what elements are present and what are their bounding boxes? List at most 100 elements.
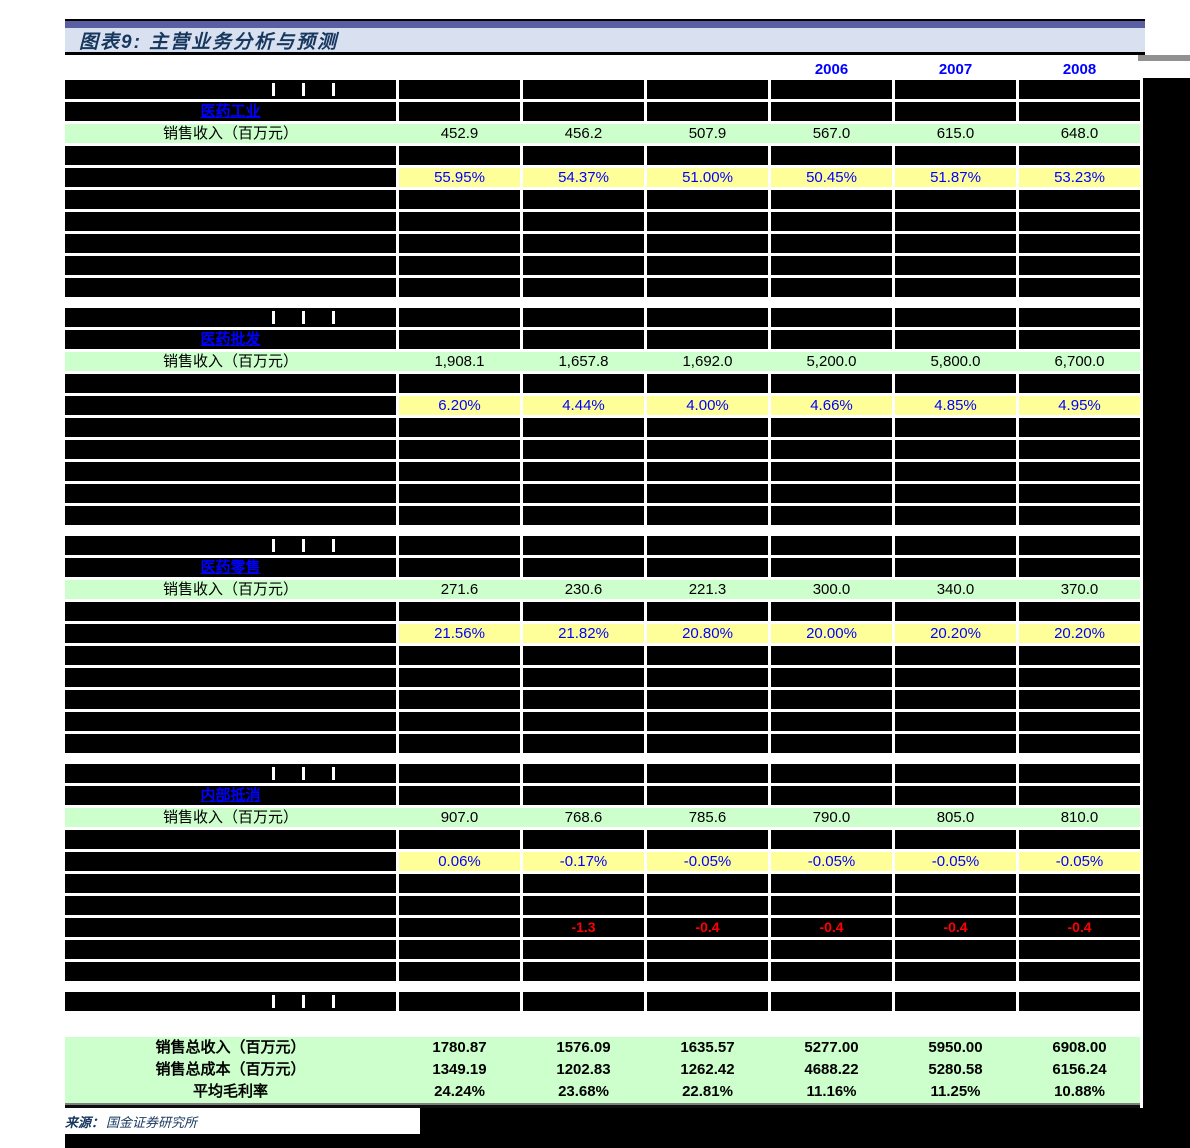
- table-row-title: 医药批发: [65, 330, 1140, 349]
- section-link[interactable]: 内部抵消: [200, 787, 261, 804]
- black-cell: [523, 234, 644, 253]
- source-label: 来源：: [65, 1114, 105, 1130]
- black-cell: [895, 558, 1016, 577]
- black-cell: [647, 712, 768, 731]
- black-cell: [399, 418, 520, 437]
- pct-value: 4.95%: [1019, 396, 1140, 415]
- black-cell: [771, 212, 892, 231]
- black-cell: [1019, 646, 1140, 665]
- black-cell: [647, 330, 768, 349]
- black-cell: [895, 536, 1016, 555]
- revenue-value: 1,692.0: [682, 353, 733, 370]
- pct-value: 4.44%: [523, 396, 644, 415]
- revenue-label: 销售收入（百万元）: [162, 125, 298, 142]
- pct-value: -0.05%: [647, 852, 768, 871]
- table-row-black: [65, 602, 1140, 621]
- row-label-cell: [65, 506, 396, 525]
- table-row-yellow: 55.95% 54.37% 51.00% 50.45% 51.87% 53.23%: [65, 168, 1140, 187]
- pct-value: 20.80%: [647, 624, 768, 643]
- revenue-value: 5,800.0: [930, 353, 981, 370]
- revenue-value: 5,200.0: [806, 353, 857, 370]
- table-row-black: [65, 874, 1140, 893]
- black-cell: [523, 506, 644, 525]
- black-cell: [1019, 484, 1140, 503]
- black-cell: [1019, 830, 1140, 849]
- black-cell: [771, 462, 892, 481]
- black-cell: [647, 874, 768, 893]
- tick-mark: [272, 995, 275, 1008]
- black-cell: [895, 896, 1016, 915]
- black-cell: [647, 462, 768, 481]
- section-link[interactable]: 医药批发: [200, 331, 261, 348]
- table-row-green: 销售收入（百万元） 271.6 230.6 221.3 300.0 340.0 370.0: [65, 580, 1140, 599]
- table-row-ticks: [65, 80, 1140, 99]
- table-row-black: [65, 940, 1140, 959]
- black-cell: [399, 830, 520, 849]
- revenue-value: 300.0: [812, 581, 851, 598]
- revenue-value: 456.2: [564, 125, 603, 142]
- black-cell: [399, 646, 520, 665]
- black-cell: [647, 308, 768, 327]
- revenue-value: 810.0: [1060, 809, 1099, 826]
- black-cell: [399, 506, 520, 525]
- row-label-cell: [65, 602, 396, 621]
- black-cell: [895, 374, 1016, 393]
- black-cell: [895, 786, 1016, 805]
- black-cell: [1019, 690, 1140, 709]
- black-cell: [647, 234, 768, 253]
- revenue-value: 805.0: [936, 809, 975, 826]
- black-cell: [771, 712, 892, 731]
- black-cell: [647, 374, 768, 393]
- section-link[interactable]: 医药零售: [200, 559, 261, 576]
- black-cell: [1019, 102, 1140, 121]
- years-spacer: [65, 61, 396, 78]
- row-label-cell: [65, 940, 396, 959]
- black-cell: [895, 764, 1016, 783]
- table-row-ticks: [65, 536, 1140, 555]
- year-col-blank: [647, 61, 768, 78]
- pct-value: 54.37%: [523, 168, 644, 187]
- source-note: 来源： 国金证券研究所: [65, 1108, 197, 1134]
- black-cell: [523, 896, 644, 915]
- black-cell: [647, 786, 768, 805]
- revenue-value: 452.9: [440, 125, 479, 142]
- tick-mark: [272, 83, 275, 96]
- table-row-black: [65, 462, 1140, 481]
- tick-mark: [332, 767, 335, 780]
- table-row-black: [65, 256, 1140, 275]
- revenue-value: 567.0: [812, 125, 851, 142]
- black-cell: [771, 690, 892, 709]
- row-label-cell: [65, 484, 396, 503]
- totals-value: 5950.00: [928, 1039, 983, 1056]
- black-cell: [895, 506, 1016, 525]
- black-cell: [771, 308, 892, 327]
- table-row-black: [65, 278, 1140, 297]
- table-row-green: 销售收入（百万元） 907.0 768.6 785.6 790.0 805.0 810.0: [65, 808, 1140, 827]
- black-cell: [895, 940, 1016, 959]
- section-link[interactable]: 医药工业: [200, 103, 261, 120]
- row-label-cell: [65, 646, 396, 665]
- black-cell: [399, 558, 520, 577]
- years-header-row: 2006 2007 2008: [65, 61, 1140, 78]
- totals-value: 11.25%: [930, 1083, 981, 1100]
- cutoff-column-bar: [1143, 78, 1190, 1148]
- table-row-title: 医药工业: [65, 102, 1140, 121]
- black-cell: [523, 764, 644, 783]
- black-cell: [1019, 330, 1140, 349]
- row-label-cell: [65, 396, 396, 415]
- black-cell: [895, 256, 1016, 275]
- totals-label: 平均毛利率: [192, 1083, 268, 1100]
- black-cell: [1019, 418, 1140, 437]
- table-row-black: [65, 734, 1140, 753]
- row-label-cell: [65, 462, 396, 481]
- row-label-cell: [65, 418, 396, 437]
- table-row-black: [65, 212, 1140, 231]
- black-cell: [895, 712, 1016, 731]
- tick-mark: [332, 539, 335, 552]
- section-3: 医药零售销售收入（百万元） 271.6 230.6 221.3 300.0 340.0 37…: [65, 536, 1140, 753]
- black-cell: [1019, 440, 1140, 459]
- black-cell: [399, 940, 520, 959]
- row-label-cell: [65, 668, 396, 687]
- table-row-black: [65, 484, 1140, 503]
